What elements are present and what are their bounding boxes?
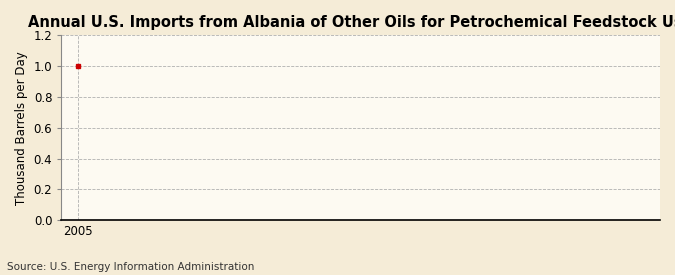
Y-axis label: Thousand Barrels per Day: Thousand Barrels per Day bbox=[15, 51, 28, 205]
Text: Source: U.S. Energy Information Administration: Source: U.S. Energy Information Administ… bbox=[7, 262, 254, 272]
Title: Annual U.S. Imports from Albania of Other Oils for Petrochemical Feedstock Use: Annual U.S. Imports from Albania of Othe… bbox=[28, 15, 675, 30]
